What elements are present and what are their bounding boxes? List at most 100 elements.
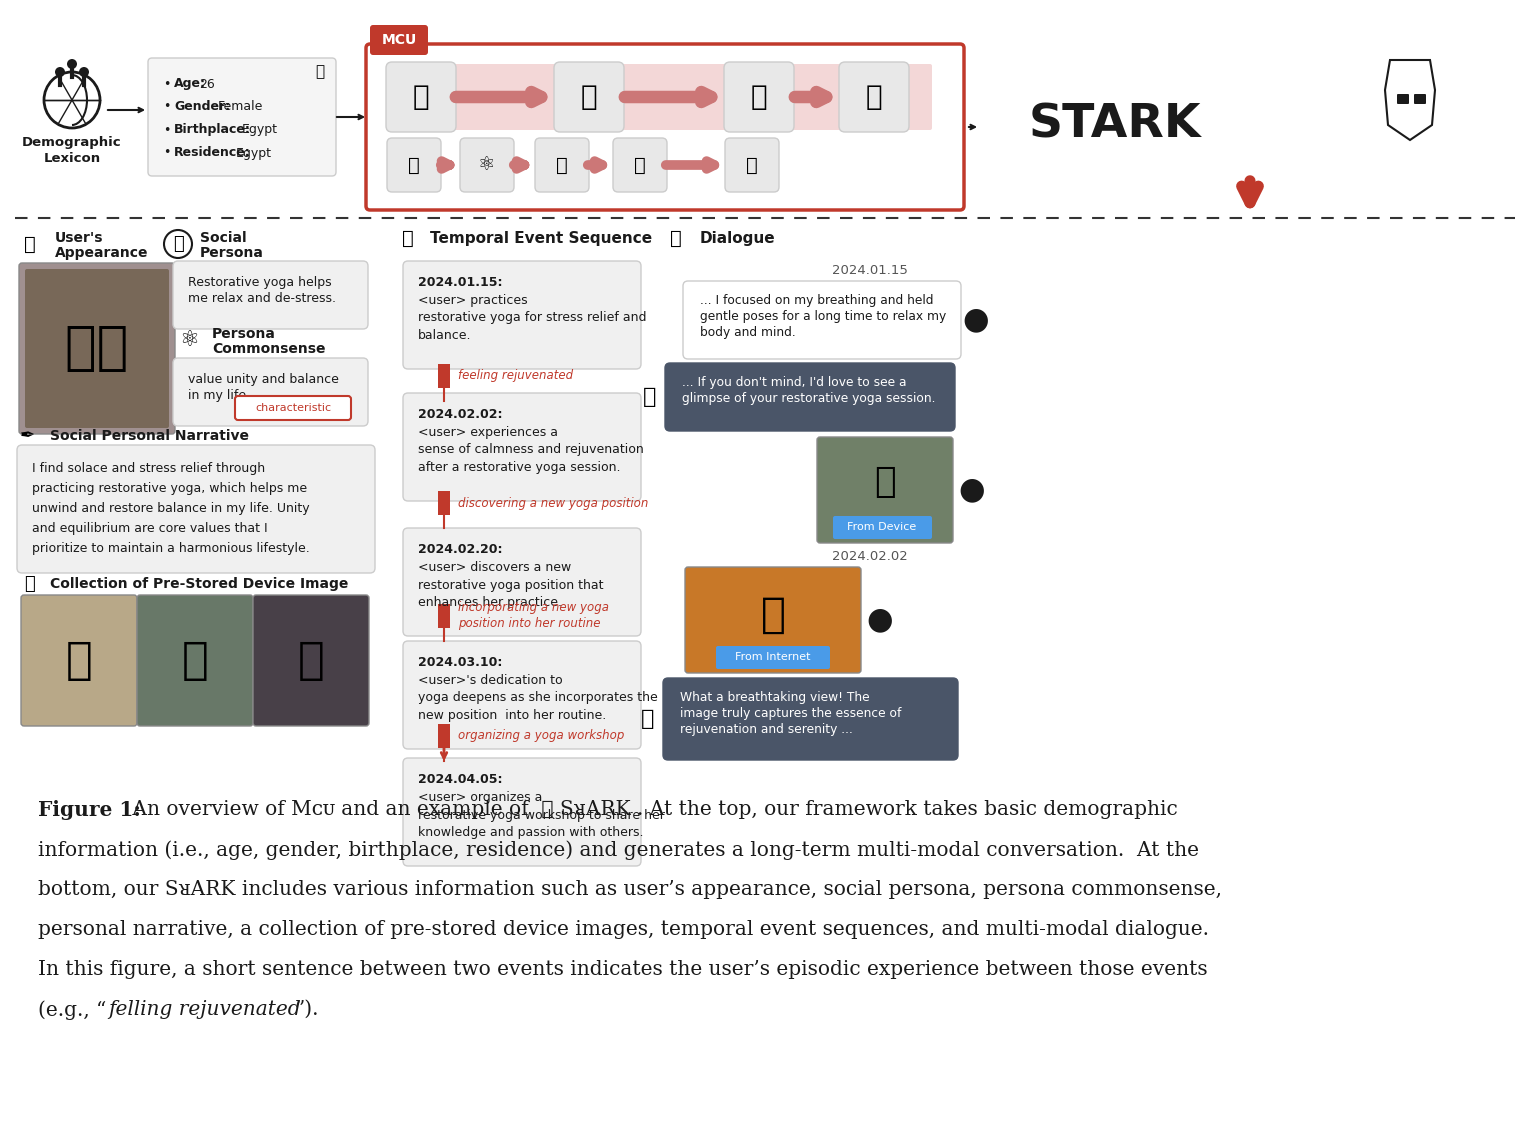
Text: felling rejuvenated: felling rejuvenated	[108, 1000, 301, 1019]
Text: information (i.e., age, gender, birthplace, residence) and generates a long-term: information (i.e., age, gender, birthpla…	[38, 840, 1199, 860]
Text: An overview of Mᴄᴜ and an example of  ☕ SᴚARK . At the top, our framework takes : An overview of Mᴄᴜ and an example of ☕ S…	[127, 800, 1178, 819]
Text: prioritize to maintain a harmonious lifestyle.: prioritize to maintain a harmonious life…	[32, 542, 310, 556]
Text: Egypt: Egypt	[243, 124, 278, 136]
FancyBboxPatch shape	[235, 396, 351, 420]
Text: 2024.01.15: 2024.01.15	[832, 264, 908, 276]
Text: 💬: 💬	[751, 83, 768, 111]
Text: feeling rejuvenated: feeling rejuvenated	[458, 369, 574, 383]
Text: 🧘: 🧘	[874, 465, 896, 499]
Text: Female: Female	[217, 100, 262, 114]
Text: Temporal Event Sequence: Temporal Event Sequence	[430, 231, 652, 245]
FancyBboxPatch shape	[1396, 94, 1408, 105]
Text: value unity and balance: value unity and balance	[188, 373, 339, 386]
FancyBboxPatch shape	[137, 595, 253, 726]
FancyBboxPatch shape	[685, 567, 861, 673]
Text: bottom, our SᴚARK includes various information such as user’s appearance, social: bottom, our SᴚARK includes various infor…	[38, 880, 1222, 899]
Text: 🖥️: 🖥️	[24, 575, 35, 593]
FancyBboxPatch shape	[665, 364, 955, 431]
Text: 👤: 👤	[172, 235, 183, 253]
Text: body and mind.: body and mind.	[700, 326, 795, 339]
Text: 2024.01.15:: 2024.01.15:	[418, 276, 502, 289]
Text: Collection of Pre-Stored Device Image: Collection of Pre-Stored Device Image	[50, 577, 348, 591]
FancyBboxPatch shape	[386, 64, 932, 130]
Text: in my life: in my life	[188, 389, 246, 402]
FancyBboxPatch shape	[403, 528, 641, 636]
Text: practicing restorative yoga, which helps me: practicing restorative yoga, which helps…	[32, 482, 307, 495]
FancyBboxPatch shape	[403, 758, 641, 866]
FancyBboxPatch shape	[403, 393, 641, 501]
FancyBboxPatch shape	[386, 62, 456, 132]
Circle shape	[55, 67, 66, 77]
Text: 🧘: 🧘	[66, 638, 93, 682]
Text: rejuvenation and serenity ...: rejuvenation and serenity ...	[681, 722, 853, 736]
FancyBboxPatch shape	[662, 678, 958, 760]
Bar	[438, 364, 450, 389]
FancyBboxPatch shape	[388, 137, 441, 192]
Text: STARK: STARK	[1029, 102, 1201, 148]
FancyBboxPatch shape	[1415, 94, 1425, 105]
Text: incorporating a new yoga
position into her routine: incorporating a new yoga position into h…	[458, 601, 609, 630]
Text: ... I focused on my breathing and held: ... I focused on my breathing and held	[700, 294, 934, 307]
Bar	[438, 604, 450, 628]
Circle shape	[67, 59, 76, 69]
Text: glimpse of your restorative yoga session.: glimpse of your restorative yoga session…	[682, 392, 935, 406]
FancyBboxPatch shape	[403, 641, 641, 749]
Bar	[438, 724, 450, 747]
Text: 2024.02.02:: 2024.02.02:	[418, 408, 502, 421]
Text: 🍴: 🍴	[555, 156, 568, 175]
Text: 🌱: 🌱	[314, 65, 324, 80]
Text: 🎧: 🎧	[644, 387, 656, 407]
FancyBboxPatch shape	[148, 58, 336, 176]
Text: (e.g., “: (e.g., “	[38, 1000, 107, 1020]
Text: Age:: Age:	[174, 77, 206, 91]
FancyBboxPatch shape	[253, 595, 369, 726]
Text: Social: Social	[200, 231, 247, 245]
Text: •: •	[163, 124, 175, 136]
Text: 2024.03.10:: 2024.03.10:	[418, 655, 502, 669]
Text: 🖥️: 🖥️	[581, 83, 597, 111]
Text: discovering a new yoga position: discovering a new yoga position	[458, 496, 649, 510]
Text: image truly captures the essence of: image truly captures the essence of	[681, 707, 902, 720]
FancyBboxPatch shape	[403, 261, 641, 369]
Text: ●: ●	[958, 476, 986, 504]
Text: •: •	[163, 100, 175, 114]
Text: 26: 26	[198, 77, 215, 91]
Text: 🧑‍💼: 🧑‍💼	[66, 323, 128, 375]
FancyBboxPatch shape	[459, 137, 514, 192]
Text: Persona: Persona	[200, 247, 264, 260]
Text: 🌅: 🌅	[760, 594, 786, 636]
Text: <user>'s dedication to
yoga deepens as she incorporates the
new position  into h: <user>'s dedication to yoga deepens as s…	[418, 674, 658, 722]
Text: ... If you don't mind, I'd love to see a: ... If you don't mind, I'd love to see a	[682, 376, 906, 389]
Text: organizing a yoga workshop: organizing a yoga workshop	[458, 729, 624, 743]
Text: 2024.04.05:: 2024.04.05:	[418, 772, 502, 786]
FancyBboxPatch shape	[21, 595, 137, 726]
Text: Gender:: Gender:	[174, 100, 230, 114]
FancyBboxPatch shape	[172, 358, 368, 426]
Text: In this figure, a short sentence between two events indicates the user’s episodi: In this figure, a short sentence between…	[38, 960, 1207, 979]
Text: unwind and restore balance in my life. Unity: unwind and restore balance in my life. U…	[32, 502, 310, 515]
Text: ⚛️: ⚛️	[478, 156, 496, 175]
FancyBboxPatch shape	[684, 281, 961, 359]
Text: •: •	[163, 77, 175, 91]
Text: 📅: 📅	[403, 228, 414, 248]
Text: Appearance: Appearance	[55, 247, 148, 260]
Text: 💬: 💬	[670, 228, 682, 248]
Text: ✒️: ✒️	[20, 427, 35, 445]
Text: ●: ●	[963, 306, 989, 334]
Text: <user> practices
restorative yoga for stress relief and
balance.: <user> practices restorative yoga for st…	[418, 294, 647, 342]
Text: MCU: MCU	[382, 33, 417, 47]
Text: <user> experiences a
sense of calmness and rejuvenation
after a restorative yoga: <user> experiences a sense of calmness a…	[418, 426, 644, 474]
Text: From Device: From Device	[847, 523, 917, 532]
Text: 🌿: 🌿	[182, 638, 209, 682]
Text: Figure 1:: Figure 1:	[38, 800, 140, 820]
FancyBboxPatch shape	[833, 516, 932, 538]
Text: Commonsense: Commonsense	[212, 342, 325, 356]
FancyBboxPatch shape	[369, 25, 427, 55]
Text: Restorative yoga helps: Restorative yoga helps	[188, 276, 331, 289]
Text: 2024.02.02: 2024.02.02	[832, 550, 908, 562]
Text: ●: ●	[867, 605, 893, 635]
Text: 🤸: 🤸	[24, 234, 37, 253]
Text: Egypt: Egypt	[237, 147, 272, 159]
Text: <user> organizes a
restorative yoga workshop to share her
knowledge and passion : <user> organizes a restorative yoga work…	[418, 791, 665, 840]
Text: 🖥️: 🖥️	[746, 156, 758, 175]
